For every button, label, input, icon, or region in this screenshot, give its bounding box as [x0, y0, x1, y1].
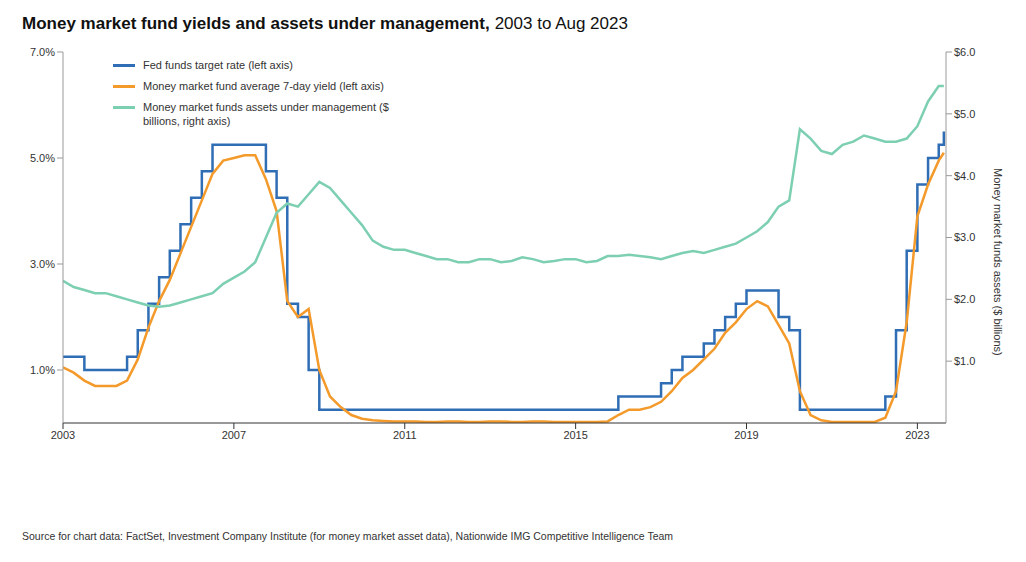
- svg-text:2011: 2011: [393, 429, 417, 441]
- html-text:Money market funds assets ($ b: Money market funds assets ($ billions): [992, 168, 1004, 356]
- svg-text:3.0%: 3.0%: [30, 258, 55, 270]
- html-text:Money market fund average 7-da: Money market fund average 7-day yield (l…: [143, 80, 384, 92]
- html-text:Money market funds assets unde: Money market funds assets under manageme…: [143, 101, 389, 127]
- svg-text:$5.0: $5.0: [954, 108, 975, 120]
- svg-text:$4.0: $4.0: [954, 170, 975, 182]
- svg-text:7.0%: 7.0%: [30, 46, 55, 58]
- svg-text:2023: 2023: [905, 429, 929, 441]
- html-text:Source for chart data: FactSet: Source for chart data: FactSet, Investme…: [22, 530, 674, 542]
- svg-text:5.0%: 5.0%: [30, 152, 55, 164]
- svg-text:2015: 2015: [563, 429, 587, 441]
- html-text:Money market fund yields and a: Money market fund yields and assets unde…: [22, 14, 628, 33]
- svg-text:1.0%: 1.0%: [30, 364, 55, 376]
- svg-text:2019: 2019: [734, 429, 758, 441]
- svg-text:2007: 2007: [222, 429, 246, 441]
- html-text:Fed funds target rate (left ax: Fed funds target rate (left axis): [143, 59, 293, 71]
- svg-text:$3.0: $3.0: [954, 231, 975, 243]
- svg-text:2003: 2003: [51, 429, 75, 441]
- svg-text:$1.0: $1.0: [954, 355, 975, 367]
- svg-text:$6.0: $6.0: [954, 46, 975, 58]
- svg-text:$2.0: $2.0: [954, 293, 975, 305]
